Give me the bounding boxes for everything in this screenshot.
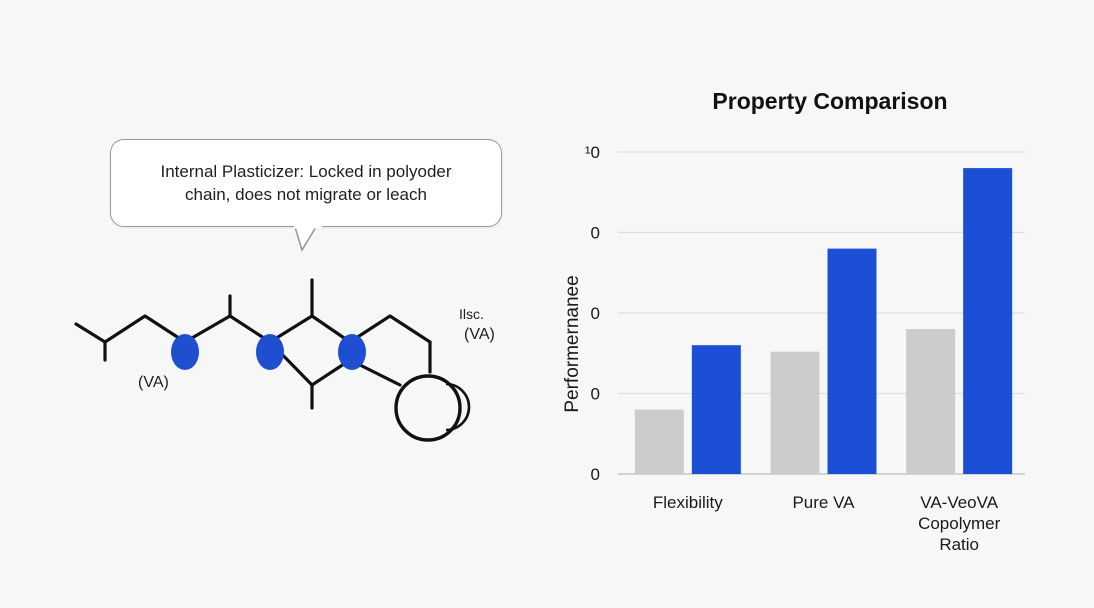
y-tick-label: 0 [591, 465, 600, 484]
x-tick-label: Flexibility [653, 493, 723, 512]
gridlines [618, 151, 1025, 475]
x-tick-label: Ratio [939, 535, 979, 554]
y-tick-label: ¹0 [585, 143, 600, 162]
bar-gray-1 [770, 351, 820, 474]
bar-chart: 0 0 0 0 ¹0 Flexibility Pure VA VA-VeoVA Copolym… [562, 143, 1025, 554]
va-node [338, 334, 366, 370]
x-tick-label: VA-VeoVA [920, 493, 998, 512]
plasticizer-callout: Internal Plasticizer: Locked in polyoder… [110, 139, 502, 227]
callout-tail [294, 226, 322, 252]
bar-gray-0 [634, 409, 684, 474]
chart-title: Property Comparison [712, 88, 948, 114]
va-label-right: (VA) [464, 326, 495, 343]
label-right-top: Ilsc. [459, 306, 484, 322]
y-tick-label: 0 [591, 385, 600, 404]
x-tick-label: Copolymer [918, 514, 1001, 533]
va-label-left: (VA) [138, 374, 169, 391]
bar-blue-2 [963, 168, 1013, 474]
y-tick-label: 0 [591, 304, 600, 323]
x-tick-labels: Flexibility Pure VA VA-VeoVA Copolymer Ratio [653, 493, 1001, 554]
y-tick-label: 0 [591, 224, 600, 243]
x-tick-label: Pure VA [792, 493, 855, 512]
callout-text: Internal Plasticizer: Locked in polyoder… [160, 162, 452, 204]
polymer-chain-diagram [74, 278, 471, 442]
y-tick-labels: 0 0 0 0 ¹0 [585, 143, 600, 484]
y-axis-label: Performernanee [562, 275, 583, 412]
bar-blue-0 [691, 345, 741, 474]
aromatic-ring [394, 374, 471, 442]
chain-bonds [74, 278, 432, 410]
va-node [256, 334, 284, 370]
bar-gray-2 [906, 329, 956, 474]
bars [634, 168, 1013, 474]
va-node [171, 334, 199, 370]
bar-blue-1 [827, 248, 877, 474]
